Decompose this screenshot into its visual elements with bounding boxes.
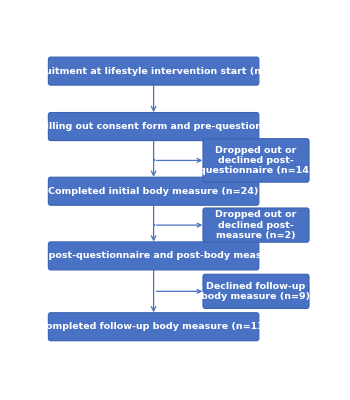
FancyBboxPatch shape [203, 274, 309, 308]
FancyBboxPatch shape [48, 112, 259, 140]
Text: Recruitment at lifestyle intervention start (n=39): Recruitment at lifestyle intervention st… [21, 66, 286, 76]
FancyBboxPatch shape [48, 177, 259, 205]
Text: Completed initial body measure (n=24): Completed initial body measure (n=24) [48, 187, 259, 196]
Text: Completed follow-up body measure (n=13): Completed follow-up body measure (n=13) [39, 322, 268, 331]
Text: Dropped out or
declined post-
measure (n=2): Dropped out or declined post- measure (n… [215, 210, 297, 240]
Text: Declined follow-up
body measure (n=9): Declined follow-up body measure (n=9) [202, 282, 310, 301]
Text: Enrolled by filling out consent form and pre-questionnaire (n=38): Enrolled by filling out consent form and… [0, 122, 329, 131]
FancyBboxPatch shape [203, 139, 309, 182]
FancyBboxPatch shape [48, 313, 259, 341]
FancyBboxPatch shape [48, 242, 259, 270]
Text: Dropped out or
declined post-
questionnaire (n=14): Dropped out or declined post- questionna… [199, 146, 313, 175]
FancyBboxPatch shape [48, 57, 259, 85]
Text: Completed post-questionnaire and post-body measure (n=22): Completed post-questionnaire and post-bo… [0, 252, 320, 260]
FancyBboxPatch shape [203, 208, 309, 242]
